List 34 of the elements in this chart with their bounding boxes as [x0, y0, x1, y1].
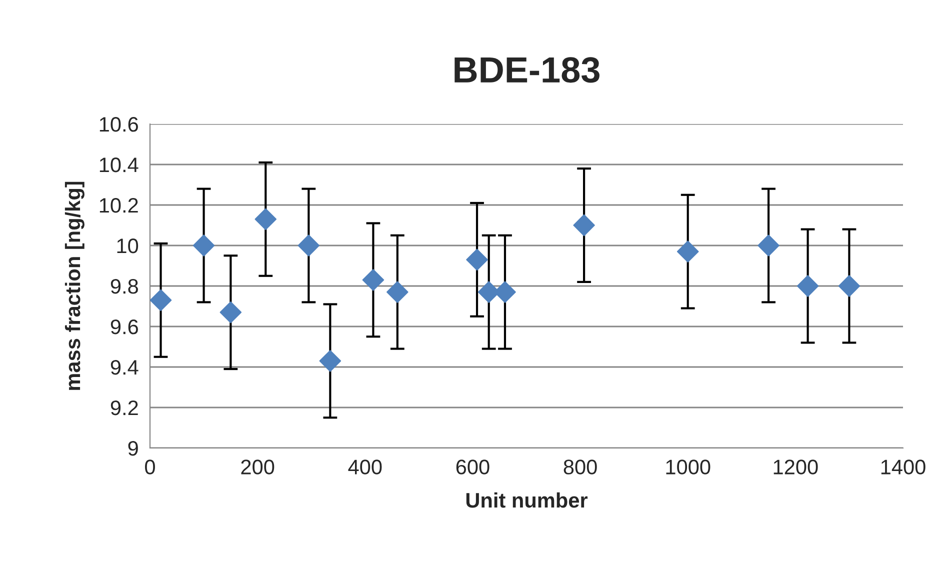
- y-tick-label: 9: [128, 441, 138, 456]
- point: [298, 234, 320, 256]
- y-tick-label: 9.4: [110, 360, 138, 375]
- point: [386, 281, 408, 303]
- y-tick-label: 9.6: [110, 320, 138, 334]
- point: [319, 350, 342, 372]
- y-tick-label: 10.6: [100, 117, 138, 132]
- x-tick-label: 1000: [666, 460, 710, 474]
- y-axis-title: mass fraction [ng/kg]: [64, 182, 84, 390]
- y-tick-label: 9.8: [110, 279, 138, 294]
- x-tick-label: 0: [145, 460, 155, 474]
- y-tick-label: 10.4: [100, 158, 138, 172]
- x-tick-label: 600: [456, 460, 490, 474]
- chart-title: BDE-183: [454, 57, 600, 83]
- point: [254, 208, 277, 230]
- x-axis-title: Unit number: [466, 492, 588, 508]
- y-tick-label: 9.2: [110, 400, 138, 416]
- y-tick-label: 10.2: [100, 198, 138, 213]
- x-tick-label: 400: [348, 460, 382, 474]
- x-tick-label: 200: [241, 460, 274, 474]
- point: [676, 240, 699, 262]
- point: [838, 275, 860, 297]
- x-tick-label: 800: [564, 460, 597, 474]
- point: [758, 234, 780, 256]
- x-tick-label: 1400: [881, 460, 926, 474]
- x-tick-label: 1200: [774, 460, 818, 474]
- point: [192, 234, 215, 256]
- point: [362, 269, 384, 291]
- point: [796, 275, 819, 297]
- point: [150, 289, 172, 312]
- point: [220, 301, 242, 324]
- point: [573, 214, 595, 236]
- y-tick-label: 10: [117, 238, 138, 254]
- point: [466, 248, 488, 271]
